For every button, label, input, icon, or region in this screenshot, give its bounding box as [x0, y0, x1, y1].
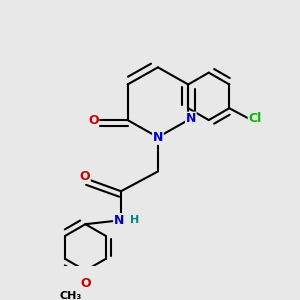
- Text: Cl: Cl: [248, 112, 262, 125]
- Text: N: N: [186, 112, 196, 125]
- Text: H: H: [130, 215, 139, 225]
- Text: O: O: [80, 170, 90, 183]
- Text: O: O: [80, 277, 91, 290]
- Text: O: O: [88, 114, 99, 127]
- Text: N: N: [114, 214, 124, 227]
- Text: CH₃: CH₃: [60, 291, 82, 300]
- Text: N: N: [153, 131, 163, 144]
